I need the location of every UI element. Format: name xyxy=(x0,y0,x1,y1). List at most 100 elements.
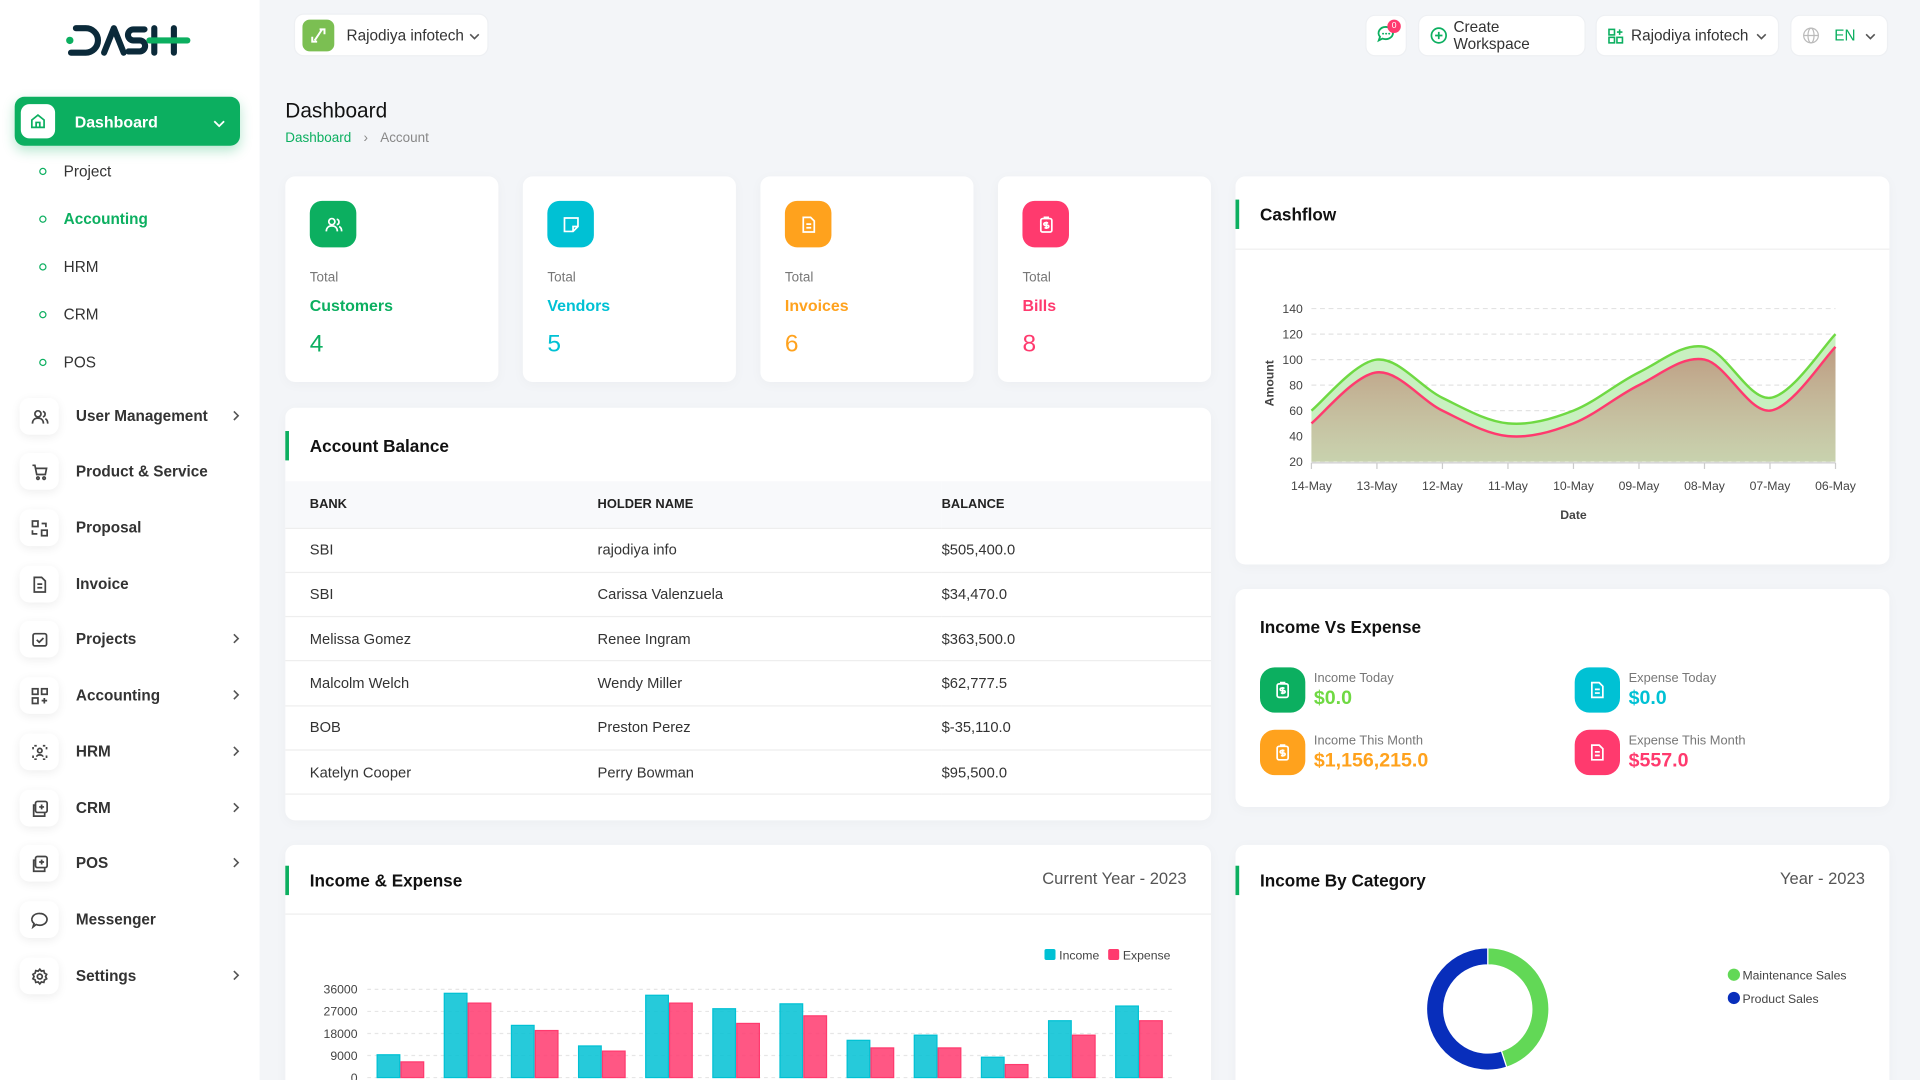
income-vs-expense-card: Income Vs Expense Income Today $0.0 Expens… xyxy=(1235,588,1890,807)
income-by-category-card: Income By Category Year - 2023 xyxy=(1235,844,1890,1080)
card-title: Account Balance xyxy=(309,435,449,456)
bar-expense xyxy=(534,1029,559,1079)
sidebar-item-settings[interactable]: Settings xyxy=(19,956,240,995)
income-expense-stat: Expense Today $0.0 xyxy=(1574,667,1717,713)
table-row: Malcolm Welch Wendy Miller $62,777.5 xyxy=(285,661,1212,707)
table-cell: Perry Bowman xyxy=(597,749,942,796)
sidebar-item-label: Settings xyxy=(75,967,137,985)
bar-income xyxy=(510,1024,535,1079)
sidebar-subitem-label: Accounting xyxy=(63,210,148,228)
legend-label: Income xyxy=(1059,948,1099,962)
sidebar-item-product-service[interactable]: Product & Service xyxy=(19,452,240,491)
sidebar-subitem-label: POS xyxy=(63,353,97,372)
chevron-down-icon xyxy=(1756,27,1767,44)
sidebar-item-hrm[interactable]: HRM xyxy=(19,732,240,771)
legend-label: Product Sales xyxy=(1742,992,1818,1006)
chevron-right-icon xyxy=(233,631,240,648)
sidebar-item-pos[interactable]: POS xyxy=(19,844,240,883)
stat-label: Bills xyxy=(1022,296,1057,315)
table-row: SBI Carissa Valenzuela $34,470.0 xyxy=(285,572,1212,618)
sidebar-item-label: Dashboard xyxy=(74,112,158,131)
company-selector[interactable]: Rajodiya infotech xyxy=(1595,14,1780,57)
account-balance-table: BANK HOLDER NAME BALANCE SBI rajodiya inf… xyxy=(285,481,1212,796)
stat-value: 5 xyxy=(547,330,561,358)
chevron-down-icon xyxy=(1865,27,1876,44)
stat-label: Vendors xyxy=(547,296,611,315)
table-cell: Wendy Miller xyxy=(597,661,942,707)
sidebar-subitem-pos[interactable]: POS xyxy=(39,354,96,371)
y-tick-label: 40 xyxy=(1289,429,1303,443)
layers-icon xyxy=(19,789,59,827)
stat-value: 4 xyxy=(309,330,324,358)
bullet-icon xyxy=(39,167,47,176)
bar-expense xyxy=(668,1002,693,1079)
stat-card-vendors: Total Vendors 5 xyxy=(522,176,736,383)
sidebar-item-label: Proposal xyxy=(75,519,142,537)
table-cell: BOB xyxy=(285,705,598,751)
sidebar-item-messenger[interactable]: Messenger xyxy=(19,900,240,939)
y-tick-label: 80 xyxy=(1289,378,1303,392)
period-label: Year - 2023 xyxy=(1780,869,1865,888)
sidebar-subitem-hrm[interactable]: HRM xyxy=(39,258,99,276)
sidebar-subitem-project[interactable]: Project xyxy=(39,163,111,180)
bar-expense xyxy=(937,1047,962,1079)
messages-button[interactable]: 0 xyxy=(1365,14,1407,57)
sidebar-item-label: Messenger xyxy=(75,911,156,929)
legend-label: Maintenance Sales xyxy=(1742,969,1846,983)
sidebar-item-crm[interactable]: CRM xyxy=(19,789,240,828)
layers-icon xyxy=(19,844,59,882)
table-cell: $363,500.0 xyxy=(941,616,1212,662)
sidebar-item-label: Projects xyxy=(75,630,137,648)
sidebar-item-proposal[interactable]: Proposal xyxy=(19,508,240,547)
sidebar-subitem-crm[interactable]: CRM xyxy=(39,306,99,324)
bar-income xyxy=(846,1039,871,1079)
file-icon xyxy=(1574,667,1621,713)
create-workspace-button[interactable]: Create Workspace xyxy=(1417,14,1586,57)
dash-logo[interactable] xyxy=(64,22,191,65)
sidebar-item-dashboard[interactable]: Dashboard xyxy=(14,96,241,146)
table-cell: SBI xyxy=(285,527,598,573)
sidebar-item-label: CRM xyxy=(75,799,111,817)
sidebar-item-accounting[interactable]: Accounting xyxy=(19,676,240,715)
stat-value: 6 xyxy=(784,330,799,358)
x-tick-label: 08-May xyxy=(1684,479,1726,493)
table-row: Melissa Gomez Renee Ingram $363,500.0 xyxy=(285,616,1212,662)
note-icon xyxy=(547,200,594,248)
sidebar-subitem-label: CRM xyxy=(63,306,99,324)
x-tick-label: 07-May xyxy=(1750,479,1792,493)
breadcrumb-dashboard[interactable]: Dashboard xyxy=(285,131,352,146)
stat-label: Expense Today xyxy=(1628,670,1717,686)
grid-plus-icon xyxy=(19,677,59,714)
bar-income xyxy=(443,992,468,1079)
stat-label: Expense This Month xyxy=(1628,732,1746,748)
accent-bar xyxy=(285,431,289,461)
sidebar-item-projects[interactable]: Projects xyxy=(19,620,240,659)
globe-icon xyxy=(1802,27,1819,44)
bullet-icon xyxy=(39,311,47,319)
users-icon xyxy=(19,397,59,435)
x-tick-label: 06-May xyxy=(1815,479,1857,493)
chevron-down-icon xyxy=(469,26,480,43)
sidebar-item-user-management[interactable]: User Management xyxy=(19,397,240,436)
stat-value: 8 xyxy=(1022,330,1037,358)
sidebar-subitem-label: HRM xyxy=(63,258,99,276)
sidebar-subitem-accounting[interactable]: Accounting xyxy=(39,211,148,228)
legend-swatch xyxy=(1108,948,1120,961)
table-row: SBI rajodiya info $505,400.0 xyxy=(285,527,1212,573)
y-tick-label: 0 xyxy=(351,1071,358,1080)
column-header-holder-name: HOLDER NAME xyxy=(597,481,942,529)
y-tick-label: 20 xyxy=(1289,455,1303,469)
table-cell: SBI xyxy=(285,572,598,618)
stat-label: Income This Month xyxy=(1313,732,1423,748)
table-cell: Katelyn Cooper xyxy=(285,749,598,796)
bar-income xyxy=(980,1056,1005,1079)
language-selector[interactable]: EN xyxy=(1790,14,1889,57)
gear-icon xyxy=(19,957,59,995)
stat-value: $1,156,215.0 xyxy=(1313,750,1429,771)
workspace-selector[interactable]: Rajodiya infotech xyxy=(293,13,489,57)
sidebar-item-invoice[interactable]: Invoice xyxy=(19,564,240,603)
bar-expense xyxy=(1004,1063,1029,1079)
swap-icon xyxy=(19,509,59,547)
y-axis-label: Amount xyxy=(1262,360,1276,406)
checkbox-icon xyxy=(19,620,59,658)
